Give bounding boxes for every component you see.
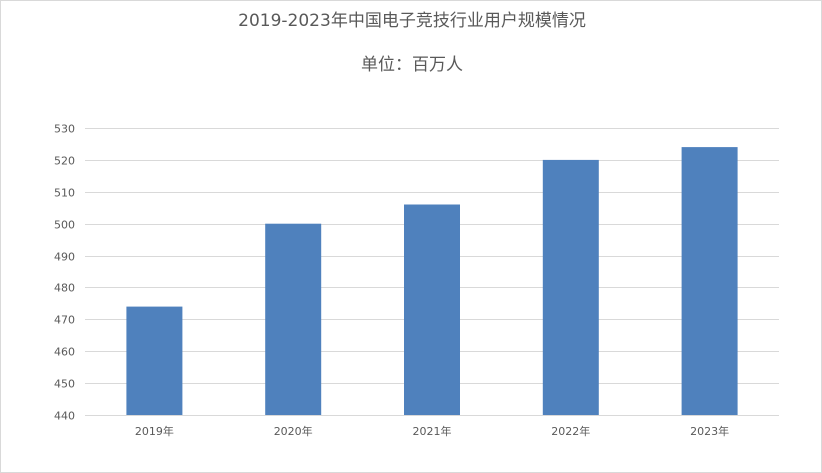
y-tick-label: 490 bbox=[54, 251, 75, 264]
y-tick-label: 530 bbox=[54, 123, 75, 136]
bar bbox=[126, 306, 183, 415]
y-tick-label: 460 bbox=[54, 346, 75, 359]
y-tick-label: 480 bbox=[54, 282, 75, 295]
x-tick-label: 2021年 bbox=[413, 424, 452, 438]
bars bbox=[126, 147, 738, 415]
bar bbox=[404, 204, 460, 415]
x-tick-label: 2019年 bbox=[135, 424, 174, 438]
chart-subtitle: 单位：百万人 bbox=[361, 55, 463, 75]
y-tick-label: 470 bbox=[54, 314, 75, 327]
x-tick-label: 2020年 bbox=[274, 424, 313, 438]
bar bbox=[681, 147, 738, 415]
y-tick-label: 440 bbox=[54, 410, 75, 423]
y-tick-label: 500 bbox=[54, 219, 75, 232]
chart-title: 2019-2023年中国电子竞技行业用户规模情况 bbox=[238, 11, 586, 31]
y-tick-label: 510 bbox=[54, 187, 75, 200]
bar bbox=[542, 159, 599, 415]
x-tick-label: 2023年 bbox=[690, 424, 729, 438]
y-tick-label: 450 bbox=[54, 378, 75, 391]
y-tick-label: 520 bbox=[54, 155, 75, 168]
x-axis-tick-labels: 2019年 2020年 2021年 2022年 2023年 bbox=[135, 424, 729, 438]
y-axis-tick-labels: 440 450 460 470 480 490 500 510 520 530 bbox=[54, 123, 75, 423]
x-tick-label: 2022年 bbox=[551, 424, 590, 438]
bar bbox=[265, 223, 322, 415]
